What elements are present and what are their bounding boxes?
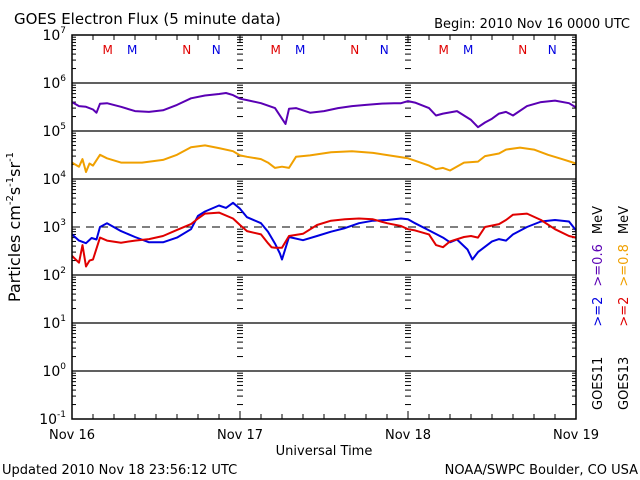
svg-text:Particles cm-2s-1sr-1: Particles cm-2s-1sr-1 <box>5 152 24 302</box>
x-tick-label: Nov 16 <box>49 428 95 443</box>
y-tick-label: 101 <box>42 314 66 332</box>
y-tick-label-exp: 5 <box>60 122 66 132</box>
mn-marker: N <box>548 43 557 57</box>
credit-label: NOAA/SWPC Boulder, CO USA <box>445 463 638 478</box>
mn-marker: M <box>295 43 305 57</box>
y-tick-label-exp: 2 <box>60 266 66 276</box>
y-axis-label-sr: sr <box>5 162 24 177</box>
mn-marker: N <box>350 43 359 57</box>
y-tick-label-base: 10 <box>42 364 60 380</box>
updated-timestamp: Updated 2010 Nov 18 23:56:12 UTC <box>2 463 237 478</box>
chart-title: GOES Electron Flux (5 minute data) <box>14 10 281 28</box>
y-tick-label-exp: 3 <box>60 218 66 228</box>
legend-satellite: GOES11 <box>591 357 606 410</box>
begin-label: Begin: 2010 Nov 16 0000 UTC <box>434 17 630 32</box>
y-tick-label: 107 <box>42 26 66 44</box>
mn-marker: N <box>380 43 389 57</box>
y-tick-label: 102 <box>42 266 66 284</box>
mn-marker: M <box>439 43 449 57</box>
x-tick-label: Nov 19 <box>553 428 599 443</box>
y-tick-label-exp: 7 <box>60 26 66 36</box>
series-line <box>71 144 577 173</box>
legend-entry: >=0.6 <box>591 244 606 286</box>
legend-column: GOES11 >=2 >=0.6 MeV <box>591 206 606 410</box>
legend-entry: MeV <box>617 206 632 234</box>
legend-column: GOES13 >=2 >=0.8 MeV <box>617 206 632 410</box>
legend: GOES11 >=2 >=0.6 MeV GOES13 >=2 >=0.8 MeV <box>591 206 632 410</box>
y-tick-label-base: 10 <box>42 76 60 92</box>
y-tick-label: 100 <box>42 362 66 380</box>
y-tick-label-base: 10 <box>42 220 60 236</box>
series-lines <box>71 92 577 268</box>
legend-text: GOES13 >=2 >=0.8 MeV <box>617 206 632 410</box>
y-axis-label-exp-sr: -1 <box>5 152 16 162</box>
x-tick-label: Nov 17 <box>217 428 263 443</box>
gridlines <box>72 82 576 372</box>
y-axis-label: Particles cm-2s-1sr-1 <box>5 152 24 302</box>
legend-entry: >=2 <box>617 297 632 327</box>
y-tick-label-exp: 1 <box>60 314 66 324</box>
y-axis-label-s: s <box>5 187 24 195</box>
y-tick-label-base: 10 <box>39 412 57 428</box>
y-axis-label-exp-s: -1 <box>5 177 16 187</box>
y-tick-label: 106 <box>42 74 66 92</box>
y-tick-label: 104 <box>42 170 66 188</box>
y-tick-label-base: 10 <box>42 268 60 284</box>
plot-frame <box>71 34 577 420</box>
mn-marker: M <box>127 43 137 57</box>
mn-marker: N <box>212 43 221 57</box>
y-axis-label-base: Particles cm <box>5 205 24 302</box>
legend-entry: >=0.8 <box>617 244 632 286</box>
x-tick-labels: Nov 16 Nov 17 Nov 18 Nov 19 <box>49 428 599 443</box>
mn-marker: N <box>518 43 527 57</box>
y-tick-label-base: 10 <box>42 28 60 44</box>
y-tick-label: 103 <box>42 218 66 236</box>
y-axis-label-exp-cm: -2 <box>5 195 16 205</box>
y-tick-label-exp: 4 <box>60 170 66 180</box>
legend-entry: >=2 <box>591 297 606 327</box>
y-tick-label-exp: 0 <box>60 362 66 372</box>
y-tick-label: 10-1 <box>39 410 66 428</box>
x-tick-label: Nov 18 <box>385 428 431 443</box>
series-line <box>71 92 577 129</box>
mn-marker: N <box>182 43 191 57</box>
series-line <box>71 211 577 268</box>
mn-marker: M <box>463 43 473 57</box>
y-tick-label: 105 <box>42 122 66 140</box>
legend-entry: MeV <box>591 206 606 234</box>
x-axis-label: Universal Time <box>276 444 373 459</box>
y-tick-label-base: 10 <box>42 316 60 332</box>
legend-text: GOES11 >=2 >=0.6 MeV <box>591 206 606 410</box>
legend-satellite: GOES13 <box>617 357 632 410</box>
mn-marker: M <box>103 43 113 57</box>
y-tick-label-base: 10 <box>42 124 60 140</box>
y-tick-label-exp: 6 <box>60 74 66 84</box>
mn-marker: M <box>271 43 281 57</box>
y-tick-label-base: 10 <box>42 172 60 188</box>
y-tick-label-exp: -1 <box>57 410 66 420</box>
